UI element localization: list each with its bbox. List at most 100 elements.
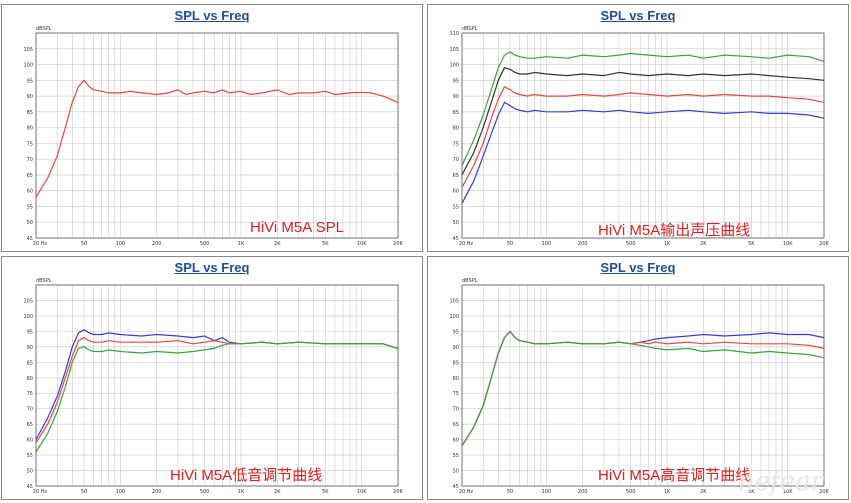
y-tick-label: 70 <box>453 407 459 413</box>
y-tick-label: 65 <box>27 422 33 428</box>
y-tick-label: 85 <box>453 360 459 366</box>
x-tick-label: 5K <box>322 241 329 247</box>
x-tick-label: 1K <box>238 241 245 247</box>
x-tick-label: 100 <box>116 489 126 495</box>
y-tick-label: 100 <box>449 314 459 320</box>
x-tick-label: 100 <box>542 489 552 495</box>
x-tick-label: 20 Hz <box>33 241 48 247</box>
chart-panel-bass-adjust: SPL vs Freq 45 50 55 60 65 70 75 80 85 90 95 100 105… <box>1 256 423 500</box>
y-tick-label: 55 <box>453 453 459 459</box>
y-tick-label: 50 <box>27 220 33 226</box>
y-tick-label: 60 <box>27 438 33 444</box>
y-tick-label: 45 <box>453 236 459 242</box>
x-tick-label: 500 <box>200 489 210 495</box>
y-tick-label: 60 <box>453 438 459 444</box>
y-tick-label: 80 <box>27 376 33 382</box>
series-line <box>35 329 399 440</box>
y-tick-label: 60 <box>27 189 33 195</box>
chart-title: SPL vs Freq <box>174 260 250 275</box>
x-tick-label: 2K <box>274 489 281 495</box>
series-line <box>461 101 825 204</box>
x-tick-label: 10K <box>357 489 367 495</box>
y-tick-label: 45 <box>27 236 33 242</box>
chart-annotation: HiVi M5A低音调节曲线 <box>170 467 323 484</box>
x-tick-label: 2K <box>274 241 281 247</box>
y-tick-label: 105 <box>23 298 33 304</box>
y-tick-label: 50 <box>453 469 459 475</box>
y-tick-label: 95 <box>27 329 33 335</box>
x-tick-label: 5K <box>748 489 755 495</box>
y-tick-label: 75 <box>453 141 459 147</box>
y-axis-label: dBSPL <box>462 26 478 32</box>
y-tick-label: 85 <box>27 110 33 116</box>
x-tick-label: 200 <box>578 489 588 495</box>
bass-adjust-plot: 45 50 55 60 65 70 75 80 85 90 95 100 105 dBSPL 20 Hz 50… <box>23 278 403 495</box>
watermark: nefear <box>737 467 823 497</box>
y-tick-label: 45 <box>27 484 33 490</box>
y-tick-label: 50 <box>27 469 33 475</box>
y-tick-label: 45 <box>453 484 459 490</box>
y-tick-label: 90 <box>453 94 459 100</box>
x-tick-label: 200 <box>152 489 162 495</box>
chart-title: SPL vs Freq <box>600 260 676 275</box>
y-tick-label: 80 <box>453 126 459 132</box>
y-tick-label: 70 <box>27 157 33 163</box>
x-tick-label: 50 <box>81 489 87 495</box>
x-tick-label: 1K <box>664 241 671 247</box>
series-line <box>461 51 825 166</box>
plot-frame <box>35 32 399 239</box>
chart-panel-treble-adjust: SPL vs Freq 45 50 55 60 65 70 75 80 85 90 95 100 105… <box>427 256 849 500</box>
y-tick-label: 65 <box>453 173 459 179</box>
series-line <box>461 330 825 447</box>
x-tick-label: 100 <box>116 241 126 247</box>
y-tick-label: 70 <box>453 157 459 163</box>
x-tick-label: 20 Hz <box>459 241 474 247</box>
x-tick-label: 20 Hz <box>33 489 48 495</box>
y-tick-label: 85 <box>27 360 33 366</box>
chart-title: SPL vs Freq <box>600 8 676 23</box>
y-tick-label: 50 <box>453 220 459 226</box>
y-tick-label: 60 <box>453 189 459 195</box>
chart-title: SPL vs Freq <box>174 8 250 23</box>
plot-frame <box>461 32 825 239</box>
y-tick-label: 75 <box>27 391 33 397</box>
y-tick-label: 90 <box>453 345 459 351</box>
y-tick-label: 55 <box>27 204 33 210</box>
series-line <box>35 341 399 453</box>
treble-adjust-plot: 45 50 55 60 65 70 75 80 85 90 95 100 105 dBSPL 20 Hz 50… <box>449 278 829 495</box>
chart-panel-output-spl: SPL vs Freq 45 50 55 60 65 70 75 80 85 90 95 100 105… <box>427 4 849 252</box>
chart-annotation: HiVi M5A高音调节曲线 <box>598 467 751 484</box>
x-tick-label: 50 <box>507 241 513 247</box>
y-tick-label: 105 <box>23 47 33 53</box>
x-tick-label: 20K <box>819 241 829 247</box>
y-tick-label: 90 <box>27 345 33 351</box>
x-tick-label: 1K <box>238 489 245 495</box>
y-axis-label: dBSPL <box>36 26 52 32</box>
x-tick-label: 50 <box>81 241 87 247</box>
y-tick-label: 70 <box>27 407 33 413</box>
series-line <box>461 330 825 447</box>
y-tick-label: 100 <box>449 63 459 69</box>
x-tick-label: 10K <box>783 241 793 247</box>
chart-panel-spl: SPL vs Freq 45 50 55 60 65 70 75 80 85 90 95 100 105… <box>1 4 423 252</box>
x-tick-label: 20K <box>393 489 403 495</box>
y-tick-label: 75 <box>27 141 33 147</box>
y-tick-label: 100 <box>23 314 33 320</box>
x-tick-label: 500 <box>200 241 210 247</box>
plot-frame <box>461 284 825 487</box>
spl-plot: 45 50 55 60 65 70 75 80 85 90 95 100 105 dBSPL 20 Hz 50… <box>23 26 403 247</box>
x-tick-label: 10K <box>783 489 793 495</box>
chart-annotation: HiVi M5A SPL <box>250 219 344 236</box>
y-tick-label: 95 <box>453 78 459 84</box>
y-tick-label: 105 <box>449 298 459 304</box>
series-line <box>35 336 399 444</box>
y-tick-label: 55 <box>453 204 459 210</box>
y-tick-label: 65 <box>27 173 33 179</box>
x-tick-label: 10K <box>357 241 367 247</box>
y-tick-label: 85 <box>453 110 459 116</box>
x-tick-label: 1K <box>664 489 671 495</box>
series-line <box>461 330 825 447</box>
x-tick-label: 2K <box>700 489 707 495</box>
x-tick-label: 20K <box>819 489 829 495</box>
